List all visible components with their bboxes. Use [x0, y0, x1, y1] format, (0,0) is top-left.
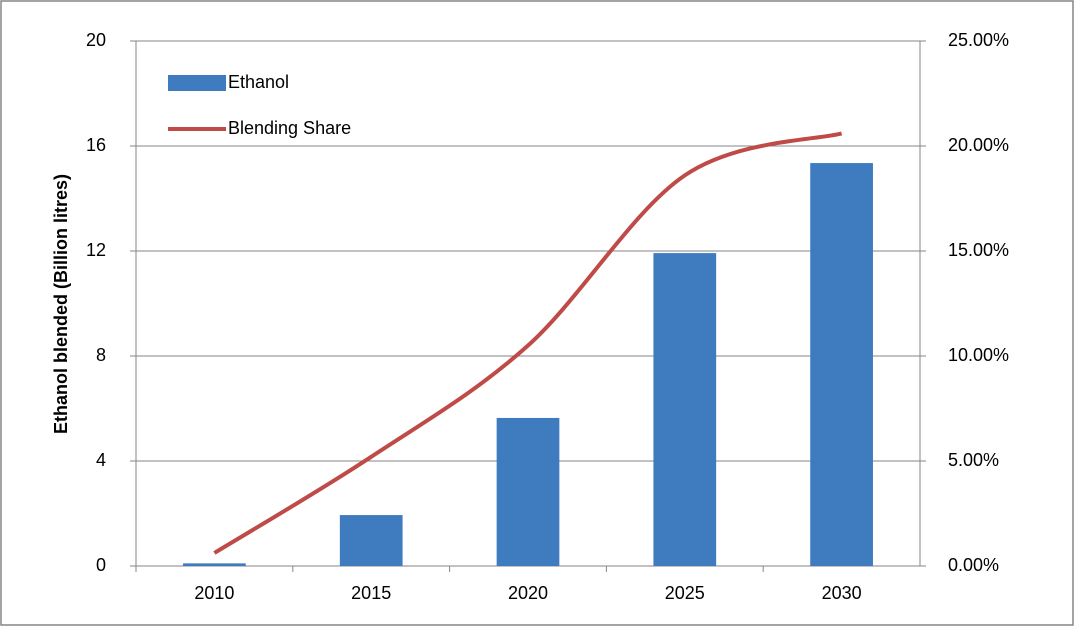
y-axis-title: Ethanol blended (Billion litres) — [51, 174, 71, 434]
y2-tick-label: 10.00% — [948, 345, 1009, 365]
y2-tick-label: 5.00% — [948, 450, 999, 470]
bar — [183, 563, 246, 566]
y2-tick-label: 15.00% — [948, 240, 1009, 260]
y-tick-label: 20 — [86, 30, 106, 50]
legend-swatch — [168, 75, 226, 91]
y2-tick-label: 0.00% — [948, 555, 999, 575]
y-tick-label: 16 — [86, 135, 106, 155]
y-tick-label: 8 — [96, 345, 106, 365]
bar — [653, 253, 717, 566]
bar — [810, 163, 873, 566]
legend-label: Blending Share — [228, 118, 351, 138]
x-tick-label: 2015 — [351, 583, 391, 603]
legend-label: Ethanol — [228, 72, 289, 92]
x-tick-label: 2010 — [194, 583, 234, 603]
bar — [339, 515, 403, 566]
y-tick-label: 0 — [96, 555, 106, 575]
y2-tick-label: 25.00% — [948, 30, 1009, 50]
bar — [496, 417, 560, 566]
x-tick-label: 2025 — [665, 583, 705, 603]
x-tick-label: 2020 — [508, 583, 548, 603]
x-tick-label: 2030 — [822, 583, 862, 603]
line — [213, 131, 843, 555]
y2-tick-label: 20.00% — [948, 135, 1009, 155]
y-tick-label: 12 — [86, 240, 106, 260]
y-tick-label: 4 — [96, 450, 106, 470]
